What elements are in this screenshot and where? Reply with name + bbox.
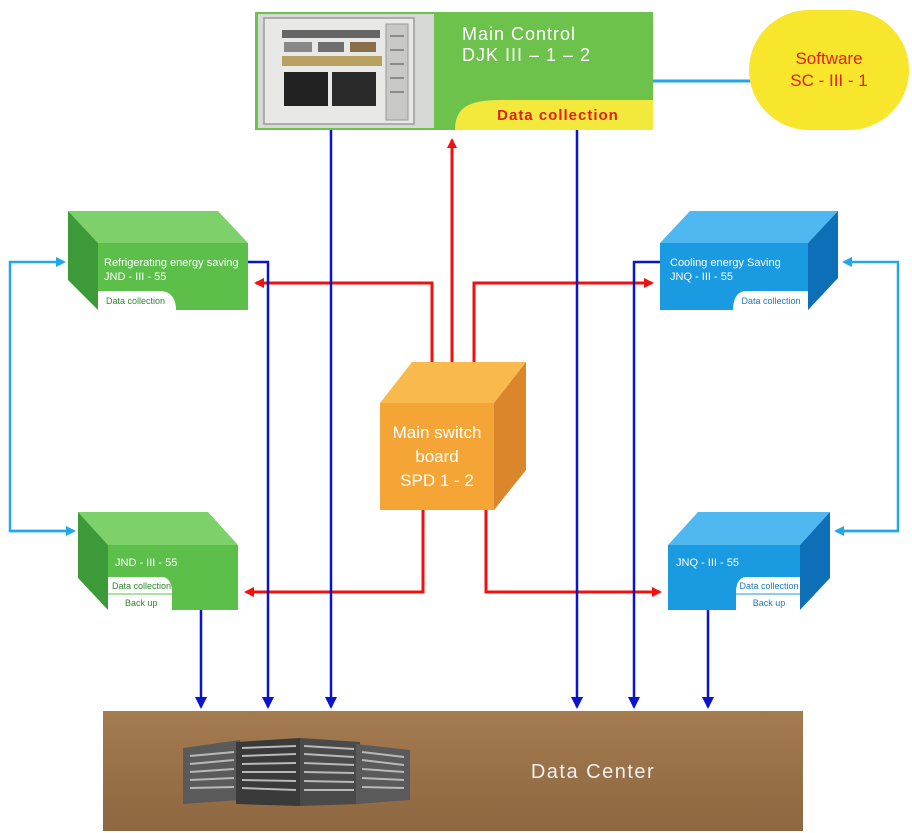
power-line-to-refrigerating-backup — [244, 510, 425, 597]
main-control-panel: Main Control DJK III – 1 – 2 Data collec… — [255, 12, 653, 130]
refrigerating-backup-back-up: Back up — [125, 598, 158, 608]
cooling-backup-unit: JNQ - III - 55 Data collection Back up — [668, 512, 830, 610]
main-control-data-collection: Data collection — [497, 107, 619, 124]
cooling-title: Cooling energy Saving — [670, 257, 781, 269]
power-line-to-cooling — [472, 278, 654, 362]
control-cabinet-icon — [258, 14, 434, 128]
backup-loop-lines — [8, 257, 900, 536]
software-line1: Software — [795, 49, 862, 68]
main-switch-line3: SPD 1 - 2 — [400, 471, 474, 490]
main-switch-board: Main switch board SPD 1 - 2 — [380, 362, 526, 510]
software-node: Software SC - III - 1 — [749, 10, 909, 130]
power-line-to-refrigerating — [254, 278, 434, 362]
refrigerating-backup-unit: JND - III - 55 Data collection Back up — [78, 512, 238, 610]
data-center: Data Center — [103, 711, 803, 831]
cooling-backup-data-collection: Data collection — [739, 581, 798, 591]
data-lines — [195, 130, 714, 709]
left-loop — [8, 257, 72, 533]
main-switch-line1: Main switch — [393, 423, 482, 442]
refrigerating-model: JND - III - 55 — [104, 271, 166, 283]
power-line-to-cooling-backup — [484, 510, 662, 597]
refrigerating-data-collection: Data collection — [106, 296, 165, 306]
data-center-label: Data Center — [531, 761, 655, 783]
cooling-backup-model: JNQ - III - 55 — [676, 557, 739, 569]
main-switch-line2: board — [415, 447, 458, 466]
data-line-cooling — [628, 260, 660, 709]
cooling-energy-saving-unit: Cooling energy Saving JNQ - III - 55 Dat… — [660, 211, 838, 310]
right-loop — [842, 257, 900, 533]
data-line-refrigerating — [248, 260, 274, 709]
cooling-model: JNQ - III - 55 — [670, 271, 733, 283]
refrigerating-energy-saving-unit: Refrigerating energy saving JND - III - … — [68, 211, 248, 310]
cooling-backup-back-up: Back up — [753, 598, 786, 608]
server-rack-icon — [183, 738, 410, 806]
cooling-data-collection: Data collection — [741, 296, 800, 306]
refrigerating-backup-model: JND - III - 55 — [115, 557, 177, 569]
power-lines — [244, 138, 662, 597]
main-control-model: DJK III – 1 – 2 — [462, 45, 591, 65]
main-control-title: Main Control — [462, 24, 576, 44]
refrigerating-backup-data-collection: Data collection — [112, 581, 171, 591]
refrigerating-title: Refrigerating energy saving — [104, 257, 239, 269]
software-line2: SC - III - 1 — [790, 71, 867, 90]
